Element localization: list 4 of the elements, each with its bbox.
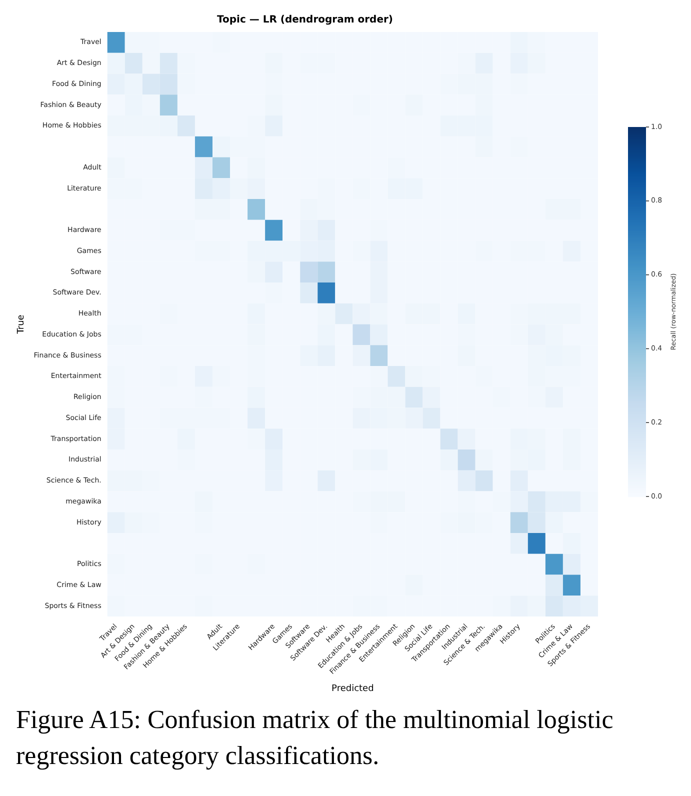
y-axis-title: True (16, 314, 27, 335)
x-axis-title: Predicted (332, 684, 374, 694)
caption: Figure A15: Confusion matrix of the multinomial logistic regression category classifications. (15, 704, 614, 772)
chart-title: Topic — LR (dendrogram order) (217, 14, 393, 26)
